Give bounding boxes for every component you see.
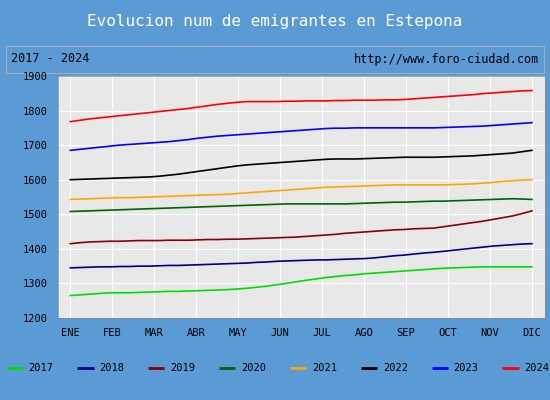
Text: 2021: 2021	[312, 363, 337, 373]
Text: 2018: 2018	[100, 363, 124, 373]
Text: 2019: 2019	[170, 363, 195, 373]
Text: 2017: 2017	[29, 363, 54, 373]
Text: 2024: 2024	[525, 363, 549, 373]
Text: Evolucion num de emigrantes en Estepona: Evolucion num de emigrantes en Estepona	[87, 14, 463, 29]
Text: 2020: 2020	[241, 363, 266, 373]
Text: 2017 - 2024: 2017 - 2024	[11, 52, 89, 66]
Text: 2023: 2023	[454, 363, 478, 373]
Text: 2022: 2022	[383, 363, 408, 373]
Text: http://www.foro-ciudad.com: http://www.foro-ciudad.com	[354, 52, 539, 66]
